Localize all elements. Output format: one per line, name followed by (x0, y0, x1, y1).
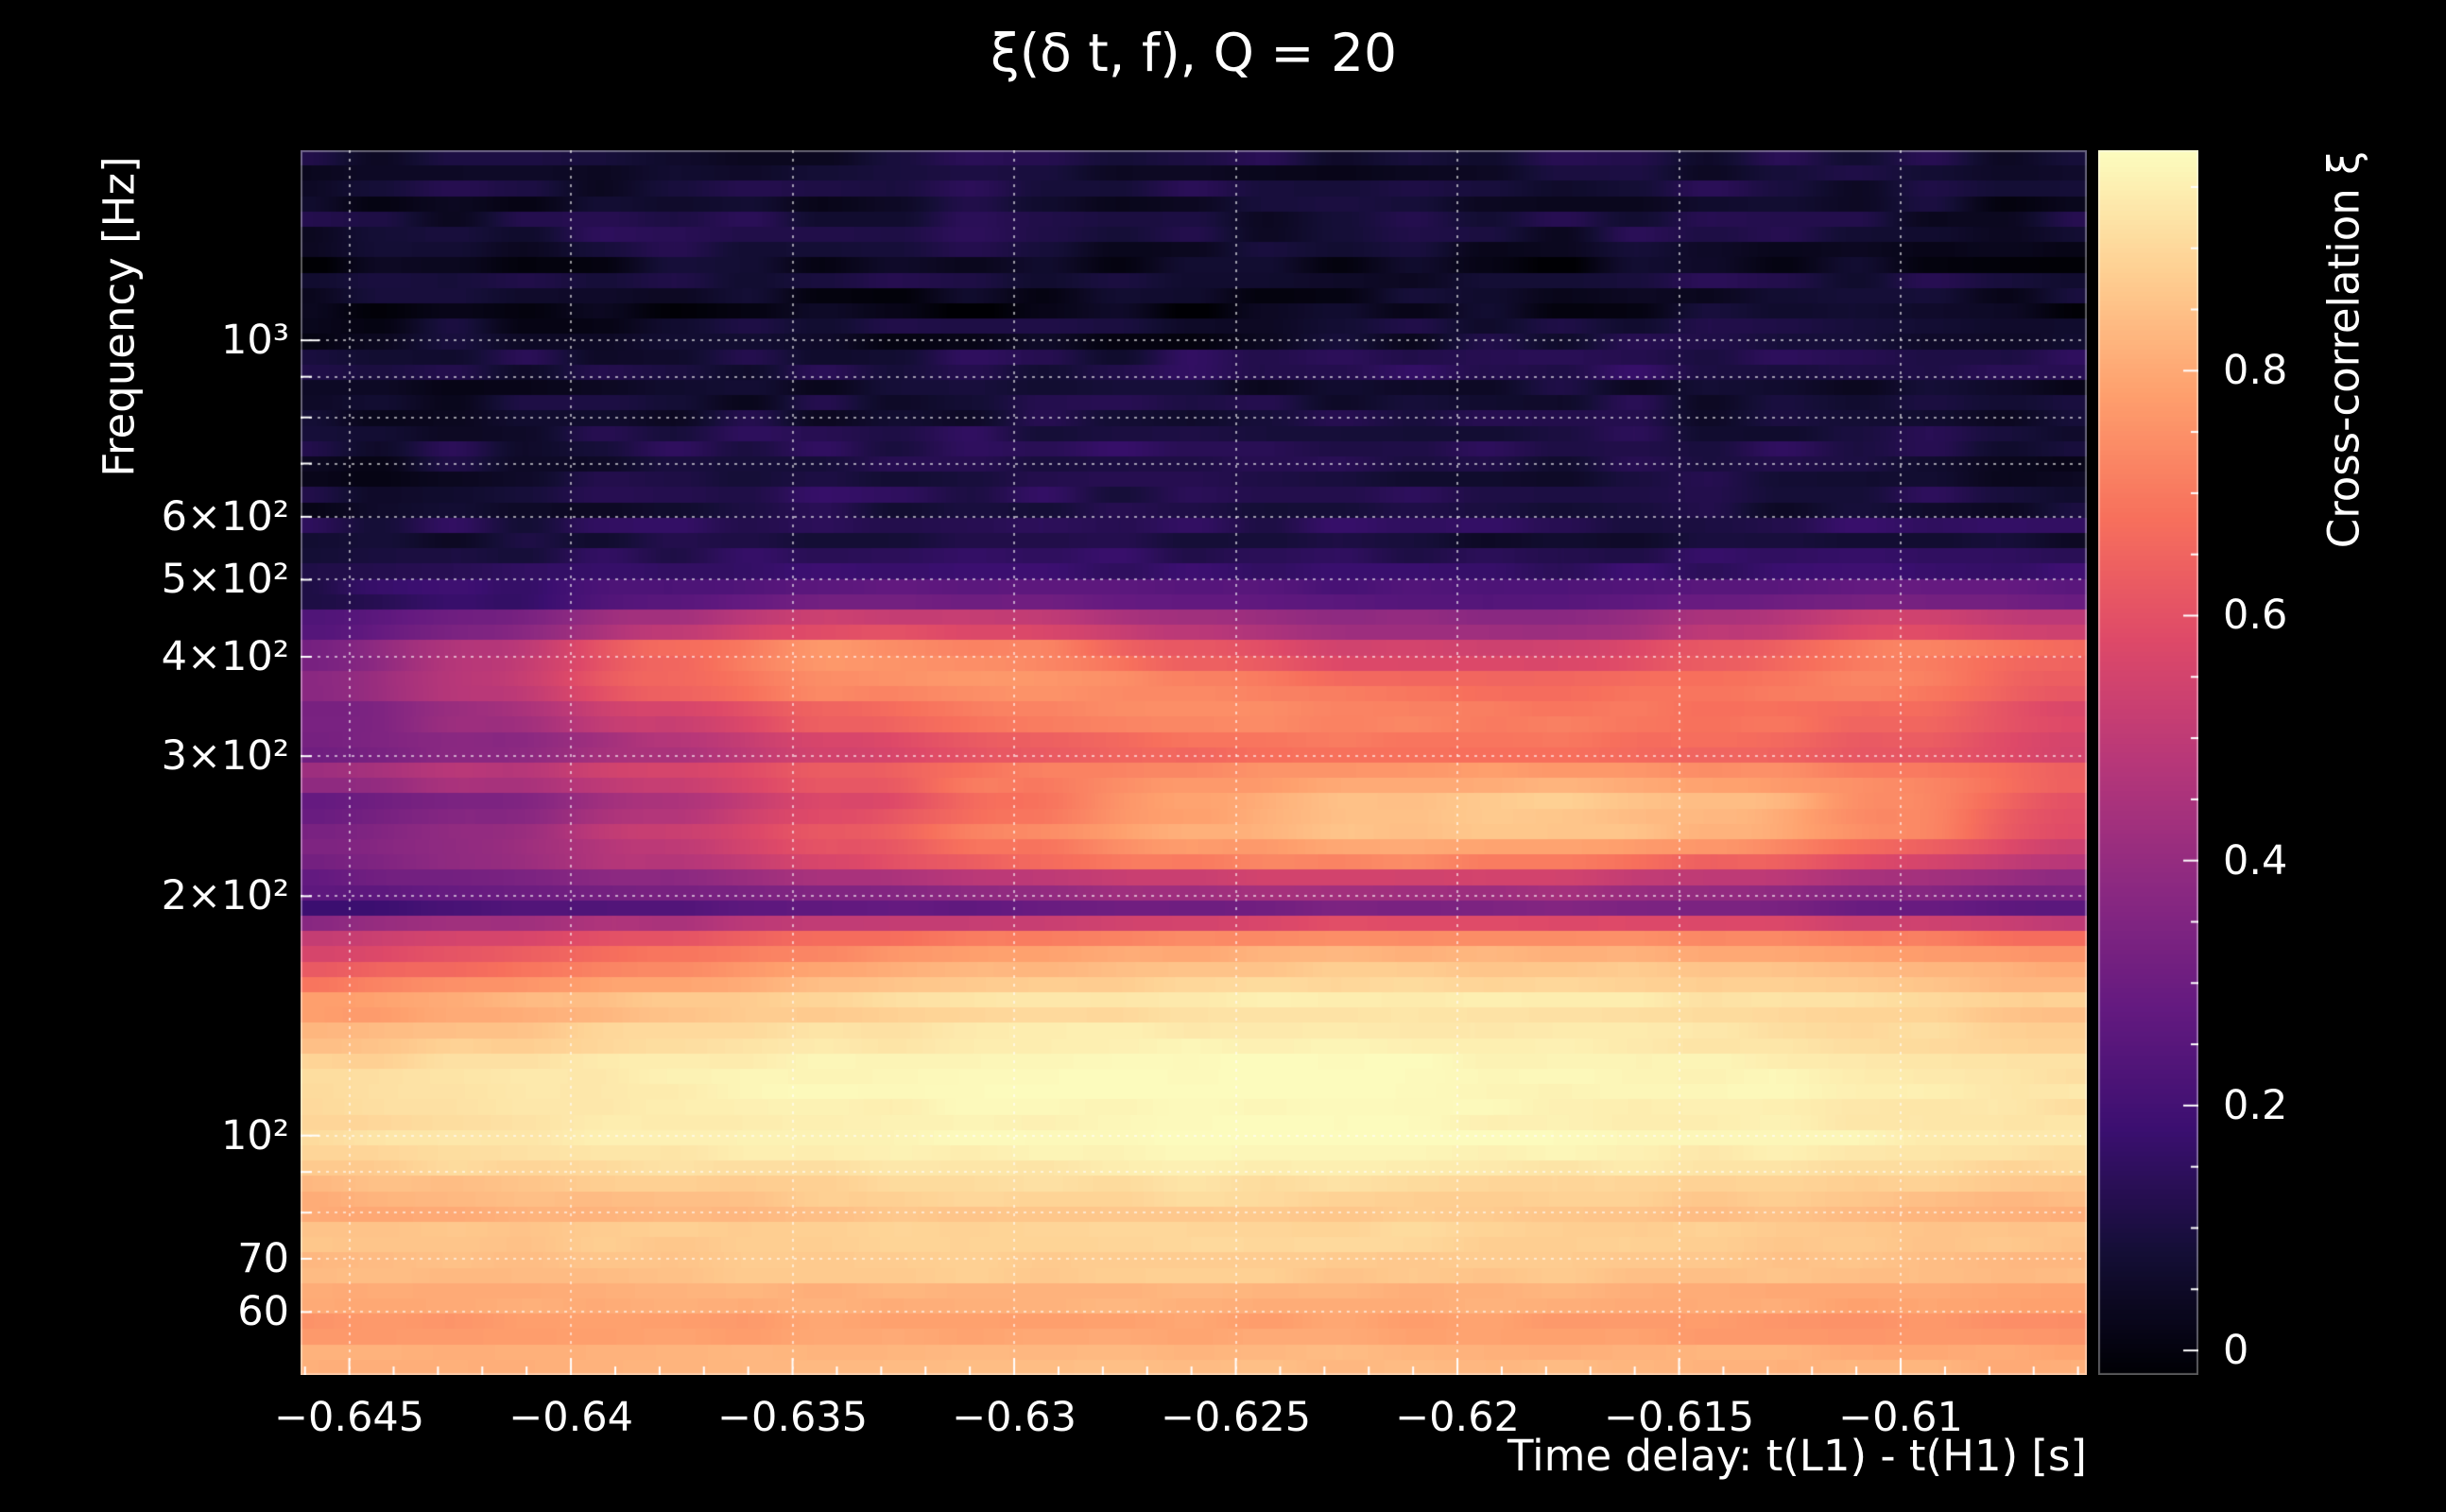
colorbar-label: Cross-correlation ξ (2318, 150, 2369, 549)
x-tick-label: −0.62 (1395, 1394, 1520, 1441)
y-tick-label: 60 (237, 1288, 289, 1336)
y-tick-label: 5×10² (161, 556, 289, 604)
x-axis-label: Time delay: t(L1) - t(H1) [s] (1507, 1431, 2087, 1481)
colorbar-tick-label: 0 (2223, 1327, 2249, 1375)
colorbar-tick-label: 0.6 (2223, 592, 2288, 640)
colorbar-tick-label: 0.4 (2223, 836, 2288, 885)
x-tick-label: −0.625 (1160, 1394, 1312, 1441)
y-tick-label: 10² (221, 1111, 289, 1160)
colorbar-canvas (2098, 150, 2198, 1375)
y-tick-label: 3×10² (161, 732, 289, 781)
heatmap-canvas (301, 150, 2087, 1375)
y-tick-label: 10³ (221, 317, 289, 365)
colorbar-tick-label: 0.8 (2223, 347, 2288, 395)
y-axis-label: Frequency [Hz] (94, 156, 145, 477)
x-tick-label: −0.64 (508, 1394, 633, 1441)
x-tick-label: −0.61 (1838, 1394, 1963, 1441)
x-tick-label: −0.63 (952, 1394, 1077, 1441)
y-tick-label: 2×10² (161, 872, 289, 920)
colorbar-tick-label: 0.2 (2223, 1081, 2288, 1129)
y-tick-label: 4×10² (161, 633, 289, 681)
plot-title: ξ(δ t, f), Q = 20 (990, 23, 1397, 83)
y-tick-label: 6×10² (161, 492, 289, 541)
y-tick-label: 70 (237, 1235, 289, 1283)
x-tick-label: −0.635 (716, 1394, 869, 1441)
x-tick-label: −0.615 (1603, 1394, 1755, 1441)
x-tick-label: −0.645 (274, 1394, 425, 1441)
